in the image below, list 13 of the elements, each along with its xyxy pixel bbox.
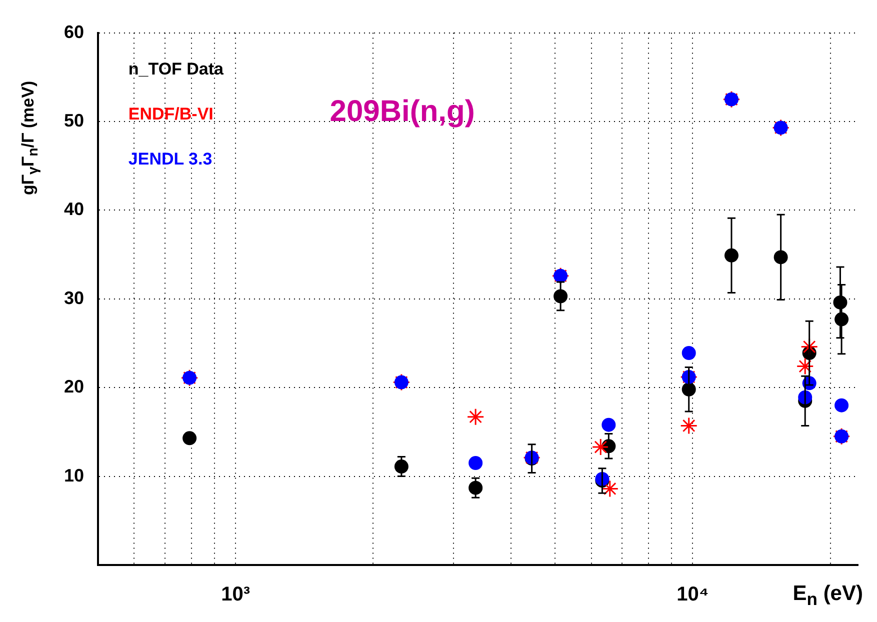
text: n_TOF Data — [128, 60, 224, 79]
x-tick-label: 10³ — [221, 584, 250, 606]
y-tick-label: 10 — [64, 465, 84, 486]
y-tick-label: 60 — [64, 22, 84, 42]
y-tick-label: 30 — [64, 288, 84, 308]
text: JENDL 3.3 — [128, 150, 212, 169]
y-tick-label: 50 — [64, 110, 84, 130]
y-tick-label: 20 — [64, 376, 84, 397]
y-tick-label: 40 — [64, 199, 84, 220]
text: ENDF/B-VI — [128, 104, 214, 124]
text: 209Bi(n,g) — [330, 94, 475, 128]
x-axis-title: E$_{n}$ (eV) — [792, 582, 863, 610]
x-tick-label: 10⁴ — [676, 584, 709, 606]
